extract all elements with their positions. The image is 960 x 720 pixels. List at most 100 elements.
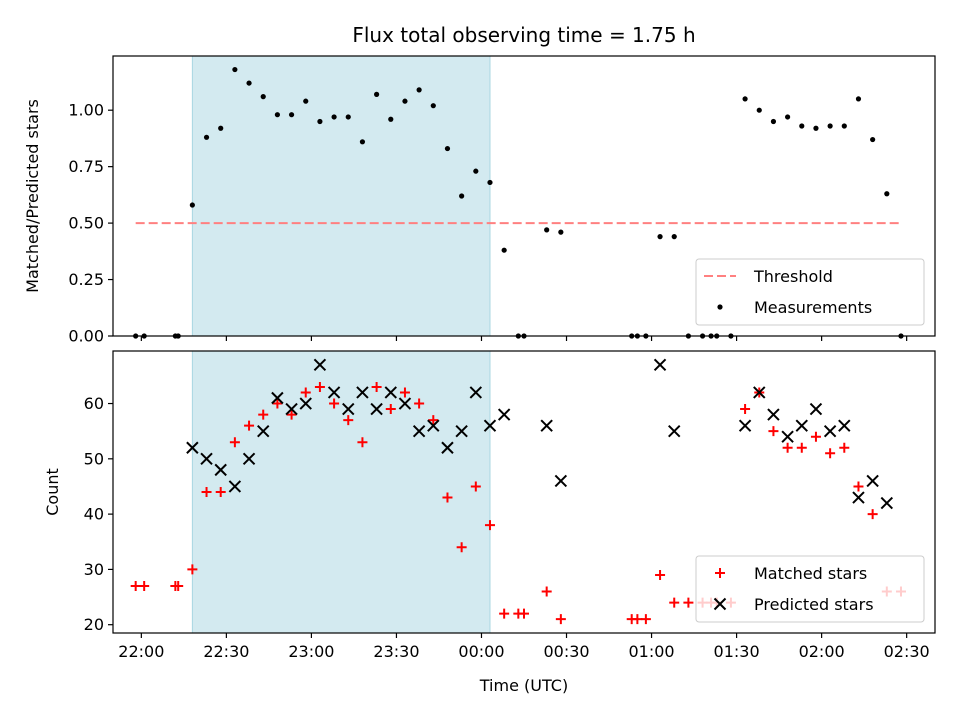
- matched-star-point: [300, 387, 311, 398]
- count-legend: Matched stars Predicted stars: [695, 555, 925, 623]
- predicted-star-point: [398, 397, 412, 410]
- measurement-point: [260, 94, 266, 100]
- predicted-star-point: [823, 424, 837, 438]
- predicted-star-point: [285, 402, 298, 416]
- matched-star-point: [810, 431, 821, 442]
- predicted-star-point: [497, 408, 511, 421]
- predicted-star-point: [441, 441, 454, 454]
- measurement-point: [359, 139, 366, 145]
- measurement-point: [459, 193, 465, 199]
- predicted-star-point: [753, 386, 766, 399]
- count-y-tick-label: 40: [84, 505, 104, 524]
- matched-star-point: [640, 614, 651, 625]
- matched-star-point: [286, 409, 297, 420]
- predicted-star-point: [342, 402, 355, 416]
- ratio-series-measurements: [133, 66, 904, 339]
- predicted-star-point: [228, 480, 242, 493]
- measurement-point: [288, 112, 295, 118]
- measurement-point: [203, 134, 210, 140]
- matched-star-point: [371, 381, 382, 392]
- measurement-point: [544, 227, 550, 233]
- predicted-star-point: [880, 496, 894, 510]
- matched-star-point: [229, 437, 240, 448]
- matched-star-point: [130, 581, 141, 591]
- legend-box: [695, 258, 925, 326]
- matched-star-point: [272, 398, 283, 409]
- chart-title: Flux total observing time = 1.75 h: [352, 23, 695, 47]
- predicted-star-point: [767, 408, 780, 421]
- matched-star-point: [867, 509, 878, 520]
- ratio-panel: 0.00 0.25 0.50 0.75 1.00 Threshold Measurement…: [68, 55, 936, 346]
- legend-label: Measurements: [754, 298, 872, 317]
- matched-star-point: [655, 569, 666, 580]
- predicted-star-point: [554, 474, 568, 488]
- matched-star-point: [385, 404, 396, 415]
- matched-star-point: [244, 420, 255, 431]
- measurement-point: [870, 136, 876, 143]
- matched-star-point: [796, 442, 807, 453]
- predicted-star-point: [242, 452, 256, 466]
- legend-label: Predicted stars: [754, 595, 874, 614]
- measurement-point: [473, 168, 479, 174]
- predicted-star-point: [186, 441, 199, 454]
- predicted-star-point: [781, 430, 794, 443]
- measurement-point: [742, 96, 748, 102]
- count-panel: 20 30 40 50 60 22:00 22:30 23:00 23:30 00:00 00:30…: [84, 350, 936, 661]
- matched-star-point: [499, 608, 510, 619]
- measurement-point: [218, 125, 224, 131]
- legend-label: Threshold: [753, 267, 833, 286]
- predicted-star-point: [866, 474, 879, 488]
- matched-star-point: [782, 442, 793, 453]
- x-axis-label: Time (UTC): [479, 676, 568, 695]
- x-tick-label: 01:30: [714, 642, 760, 661]
- legend-matched-swatch: [715, 568, 725, 578]
- predicted-star-point: [540, 419, 553, 432]
- ratio-axes-frame: [112, 55, 936, 337]
- matched-star-point: [139, 581, 150, 591]
- measurement-point: [884, 191, 890, 197]
- measurement-point: [444, 145, 451, 152]
- count-series-matched-stars: [130, 381, 906, 625]
- measurement-point: [487, 179, 493, 186]
- predicted-star-point: [809, 402, 823, 416]
- x-tick-label: 02:30: [884, 642, 930, 661]
- matched-star-point: [173, 581, 184, 591]
- predicted-star-point: [327, 386, 341, 399]
- ratio-observing-window: [191, 55, 491, 337]
- matched-star-point: [314, 381, 325, 392]
- ratio-legend: Threshold Measurements: [695, 258, 925, 326]
- predicted-star-point: [412, 424, 426, 438]
- measurement-point: [756, 107, 762, 113]
- measurement-point: [345, 114, 351, 120]
- matched-star-point: [187, 564, 198, 575]
- measurement-point: [841, 123, 847, 129]
- predicted-star-point: [852, 491, 865, 504]
- matched-star-point: [740, 404, 751, 415]
- legend-predicted-swatch: [713, 597, 727, 611]
- predicted-star-point: [200, 452, 213, 466]
- predicted-star-point: [370, 402, 383, 416]
- matched-star-point: [343, 415, 354, 426]
- ratio-y-tick-label: 1.00: [68, 101, 104, 120]
- measurement-point: [246, 80, 252, 86]
- count-series-predicted-stars: [186, 358, 894, 510]
- matched-star-point: [470, 481, 481, 492]
- matched-star-point: [541, 586, 552, 597]
- predicted-star-point: [214, 463, 227, 477]
- measurement-point: [402, 98, 408, 104]
- predicted-star-point: [356, 386, 369, 399]
- predicted-star-point: [271, 391, 284, 405]
- predicted-star-point: [299, 397, 312, 410]
- count-axes-frame: [112, 350, 936, 634]
- matched-star-point: [399, 387, 410, 398]
- measurement-point: [799, 123, 805, 129]
- matched-star-point: [215, 487, 226, 497]
- count-y-tick-label: 30: [84, 560, 104, 579]
- x-tick-label: 23:30: [373, 642, 419, 661]
- measurement-point: [558, 229, 564, 235]
- measurement-point: [657, 234, 663, 240]
- ratio-y-tick-label: 0.25: [68, 270, 104, 289]
- matched-star-point: [839, 442, 850, 453]
- matched-star-point: [329, 398, 340, 409]
- measurement-point: [770, 118, 777, 125]
